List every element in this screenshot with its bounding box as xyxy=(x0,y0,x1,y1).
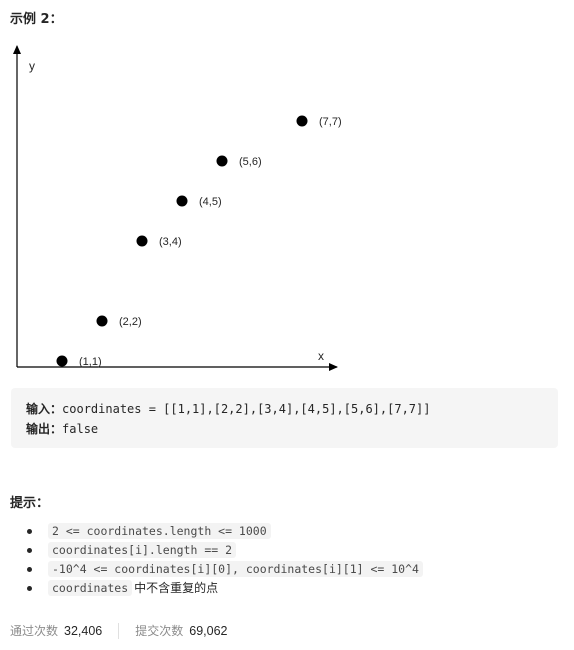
input-label: 输入： xyxy=(26,402,63,416)
submitted-value: 69,062 xyxy=(189,623,228,638)
hint-code: -10^4 <= coordinates[i][0], coordinates[… xyxy=(48,561,423,577)
data-point-6 xyxy=(296,115,308,127)
data-point-label-4: (4,5) xyxy=(199,196,222,208)
hint-item: 2 <= coordinates.length <= 1000 xyxy=(27,522,425,541)
hint-code: 2 <= coordinates.length <= 1000 xyxy=(48,523,271,539)
input-value: coordinates = [[1,1],[2,2],[3,4],[4,5],[… xyxy=(62,402,431,416)
output-value: false xyxy=(62,422,99,436)
points-layer: (1,1) (2,2) (3,4) (4,5) (5,6) (7,7) xyxy=(56,115,342,368)
data-point-label-3: (3,4) xyxy=(159,236,182,248)
hint-item: coordinates[i].length == 2 xyxy=(27,541,425,560)
data-point-label-1: (1,1) xyxy=(79,356,102,368)
data-point-3 xyxy=(136,235,148,247)
hint-item: coordinates 中不含重复的点 xyxy=(27,579,425,598)
passed-value: 32,406 xyxy=(64,623,103,638)
submission-stats: 通过次数 32,406 提交次数 69,062 xyxy=(10,622,228,639)
data-point-2 xyxy=(96,315,108,327)
hints-list: 2 <= coordinates.length <= 1000 coordina… xyxy=(27,522,425,598)
data-point-4 xyxy=(176,195,188,207)
scatter-plot: y x (1,1) (2,2) (3,4) (4,5) (5,6) (7,7) xyxy=(13,45,342,371)
hints-title: 提示： xyxy=(10,496,50,511)
hint-code: coordinates xyxy=(48,580,133,596)
data-point-label-5: (5,6) xyxy=(239,156,262,168)
output-label: 输出： xyxy=(26,422,63,436)
submitted-label: 提交次数 xyxy=(135,624,184,638)
input-line: 输入：coordinates = [[1,1],[2,2],[3,4],[4,5… xyxy=(26,399,543,419)
example-title: 示例 2： xyxy=(10,12,63,27)
data-point-label-2: (2,2) xyxy=(119,316,142,328)
hint-text: 中不含重复的点 xyxy=(134,581,219,595)
stats-divider xyxy=(118,622,120,639)
data-point-label-6: (7,7) xyxy=(319,116,342,128)
io-example-box: 输入：coordinates = [[1,1],[2,2],[3,4],[4,5… xyxy=(11,388,558,448)
hint-item: -10^4 <= coordinates[i][0], coordinates[… xyxy=(27,560,425,579)
hint-code: coordinates[i].length == 2 xyxy=(48,542,237,558)
passed-label: 通过次数 xyxy=(10,624,59,638)
x-axis-label: x xyxy=(318,349,324,363)
data-point-5 xyxy=(216,155,228,167)
output-line: 输出：false xyxy=(26,419,543,439)
data-point-1 xyxy=(56,355,68,367)
y-axis-label: y xyxy=(29,59,35,73)
